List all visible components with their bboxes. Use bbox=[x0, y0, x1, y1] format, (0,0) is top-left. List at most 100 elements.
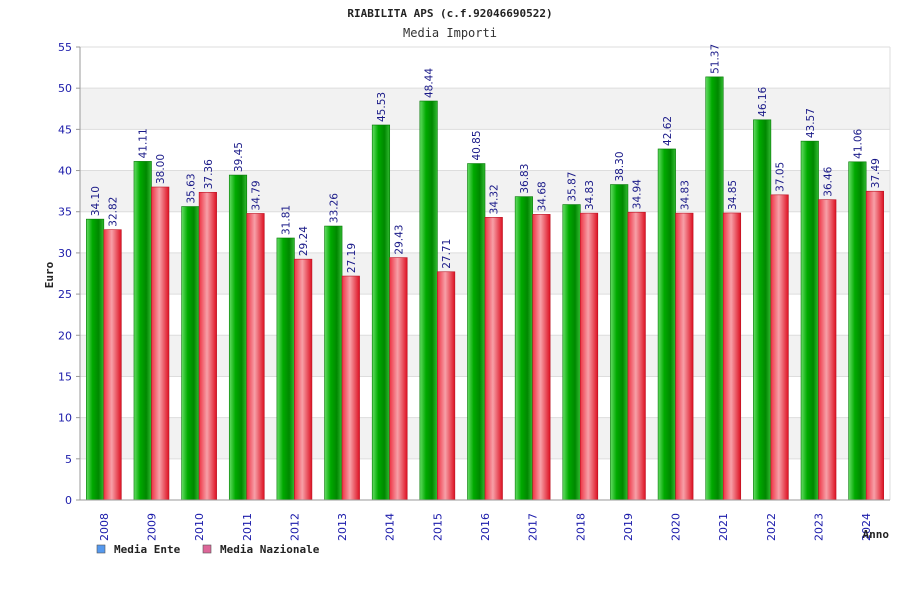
bar-media-nazionale-2020 bbox=[675, 212, 694, 501]
x-tick-label: 2013 bbox=[336, 513, 349, 541]
bar-media-ente-2016 bbox=[467, 163, 486, 501]
bar-value-label: 37.05 bbox=[775, 162, 787, 192]
bar-media-ente-2010 bbox=[181, 206, 200, 501]
bar-media-ente-2008 bbox=[86, 218, 105, 501]
bar-media-nazionale-2019 bbox=[627, 211, 646, 501]
bar-media-ente-2014 bbox=[371, 124, 391, 501]
y-tick-label: 30 bbox=[58, 247, 72, 260]
bar-media-nazionale-2024 bbox=[865, 190, 884, 501]
x-tick-label: 2011 bbox=[241, 513, 254, 541]
bar-media-ente-2018 bbox=[562, 204, 581, 501]
bar-value-label: 35.63 bbox=[185, 173, 197, 203]
y-tick-label: 20 bbox=[58, 329, 72, 342]
bar-value-label: 38.30 bbox=[614, 151, 626, 181]
bar-media-nazionale-2013 bbox=[341, 275, 360, 501]
y-tick-label: 50 bbox=[58, 82, 72, 95]
bar-value-label: 31.81 bbox=[281, 205, 293, 235]
bar-value-label: 40.85 bbox=[471, 130, 483, 160]
bar-media-nazionale-2015 bbox=[437, 271, 456, 501]
bar-value-label: 36.83 bbox=[519, 164, 531, 194]
x-tick-label: 2018 bbox=[574, 513, 587, 541]
legend: Media Ente Media Nazionale bbox=[96, 543, 320, 556]
bar-value-label: 29.24 bbox=[298, 226, 310, 256]
bar-value-label: 43.57 bbox=[805, 108, 817, 138]
bar-media-ente-2013 bbox=[324, 225, 343, 501]
bar-media-ente-2019 bbox=[610, 184, 629, 501]
bar-value-label: 39.45 bbox=[233, 142, 245, 172]
chart-title: RIABILITA APS (c.f.92046690522) bbox=[347, 7, 552, 20]
bar-media-nazionale-2014 bbox=[389, 257, 408, 501]
y-tick-label: 55 bbox=[58, 41, 72, 54]
x-tick-label: 2017 bbox=[527, 513, 540, 541]
bar-media-nazionale-2010 bbox=[198, 191, 217, 501]
y-axis-label: Euro bbox=[43, 261, 56, 288]
bar-media-nazionale-2023 bbox=[818, 199, 837, 501]
bar-media-ente-2020 bbox=[657, 148, 676, 501]
bar-value-label: 27.71 bbox=[441, 239, 453, 269]
x-tick-label: 2016 bbox=[479, 513, 492, 541]
bar-value-label: 34.10 bbox=[90, 186, 102, 216]
bars bbox=[86, 76, 884, 501]
bar-value-label: 51.37 bbox=[709, 44, 721, 74]
bar-value-label: 34.79 bbox=[251, 180, 263, 210]
chart-subtitle: Media Importi bbox=[403, 26, 497, 40]
y-tick-label: 35 bbox=[58, 206, 72, 219]
x-tick-label: 2012 bbox=[288, 513, 301, 541]
x-tick-label: 2021 bbox=[717, 513, 730, 541]
bar-value-label: 34.94 bbox=[632, 179, 644, 209]
bar-value-label: 41.06 bbox=[852, 128, 864, 158]
bar-media-nazionale-2018 bbox=[579, 212, 599, 501]
x-tick-label: 2010 bbox=[193, 513, 206, 541]
bar-media-nazionale-2021 bbox=[722, 212, 742, 501]
bar-value-label: 36.46 bbox=[822, 166, 834, 196]
bar-value-label: 34.83 bbox=[584, 180, 596, 210]
bar-value-label: 27.19 bbox=[346, 243, 358, 273]
x-tick-label: 2008 bbox=[98, 513, 111, 541]
bar-media-ente-2021 bbox=[705, 76, 724, 501]
bar-media-nazionale-2008 bbox=[103, 229, 122, 501]
bar-value-label: 34.32 bbox=[489, 184, 501, 214]
bar-media-ente-2012 bbox=[276, 237, 295, 501]
y-tick-label: 15 bbox=[58, 370, 72, 383]
bar-value-label: 37.36 bbox=[203, 159, 215, 189]
y-tick-label: 0 bbox=[65, 494, 72, 507]
x-tick-label: 2020 bbox=[670, 513, 683, 541]
bar-value-label: 33.26 bbox=[328, 193, 340, 223]
y-tick-label: 10 bbox=[58, 412, 72, 425]
x-tick-label: 2019 bbox=[622, 513, 635, 541]
plot-band bbox=[80, 47, 890, 89]
bar-value-label: 45.53 bbox=[376, 92, 388, 122]
bar-media-nazionale-2009 bbox=[151, 186, 170, 501]
legend-swatch-media-ente bbox=[96, 544, 106, 554]
x-tick-label: 2015 bbox=[431, 513, 444, 541]
bar-media-ente-2023 bbox=[800, 140, 819, 501]
bar-media-nazionale-2022 bbox=[770, 194, 789, 501]
bar-media-ente-2022 bbox=[753, 119, 772, 501]
legend-swatch-media-nazionale bbox=[202, 544, 212, 554]
x-tick-label: 2023 bbox=[813, 513, 826, 541]
bar-value-labels: 34.10 32.82 41.11 38.00 35.63 37.36 39.45 34.79… bbox=[90, 44, 882, 273]
x-tick-label: 2009 bbox=[145, 513, 158, 541]
bar-value-label: 46.16 bbox=[757, 86, 769, 116]
x-axis-label: Anno bbox=[863, 528, 890, 541]
bar-value-label: 32.82 bbox=[108, 197, 120, 227]
bar-media-nazionale-2012 bbox=[294, 258, 313, 501]
bar-value-label: 29.43 bbox=[393, 225, 405, 255]
bar-value-label: 34.83 bbox=[679, 180, 691, 210]
bar-value-label: 38.00 bbox=[155, 154, 167, 184]
y-tick-label: 40 bbox=[58, 165, 72, 178]
bar-media-nazionale-2017 bbox=[532, 214, 551, 501]
legend-label-media-ente: Media Ente bbox=[114, 543, 181, 556]
x-axis-ticks: 2008 2009 2010 2011 2012 2013 2014 2015 2016 2017… bbox=[98, 513, 873, 541]
x-tick-label: 2022 bbox=[765, 513, 778, 541]
bar-media-ente-2015 bbox=[419, 100, 438, 501]
x-tick-label: 2014 bbox=[384, 513, 397, 541]
bar-value-label: 34.85 bbox=[727, 180, 739, 210]
bar-media-ente-2009 bbox=[133, 161, 152, 501]
legend-label-media-nazionale: Media Nazionale bbox=[220, 543, 320, 556]
bar-value-label: 48.44 bbox=[424, 68, 436, 98]
y-tick-label: 45 bbox=[58, 123, 72, 136]
bar-value-label: 34.68 bbox=[536, 181, 548, 211]
bar-value-label: 35.87 bbox=[567, 171, 579, 201]
